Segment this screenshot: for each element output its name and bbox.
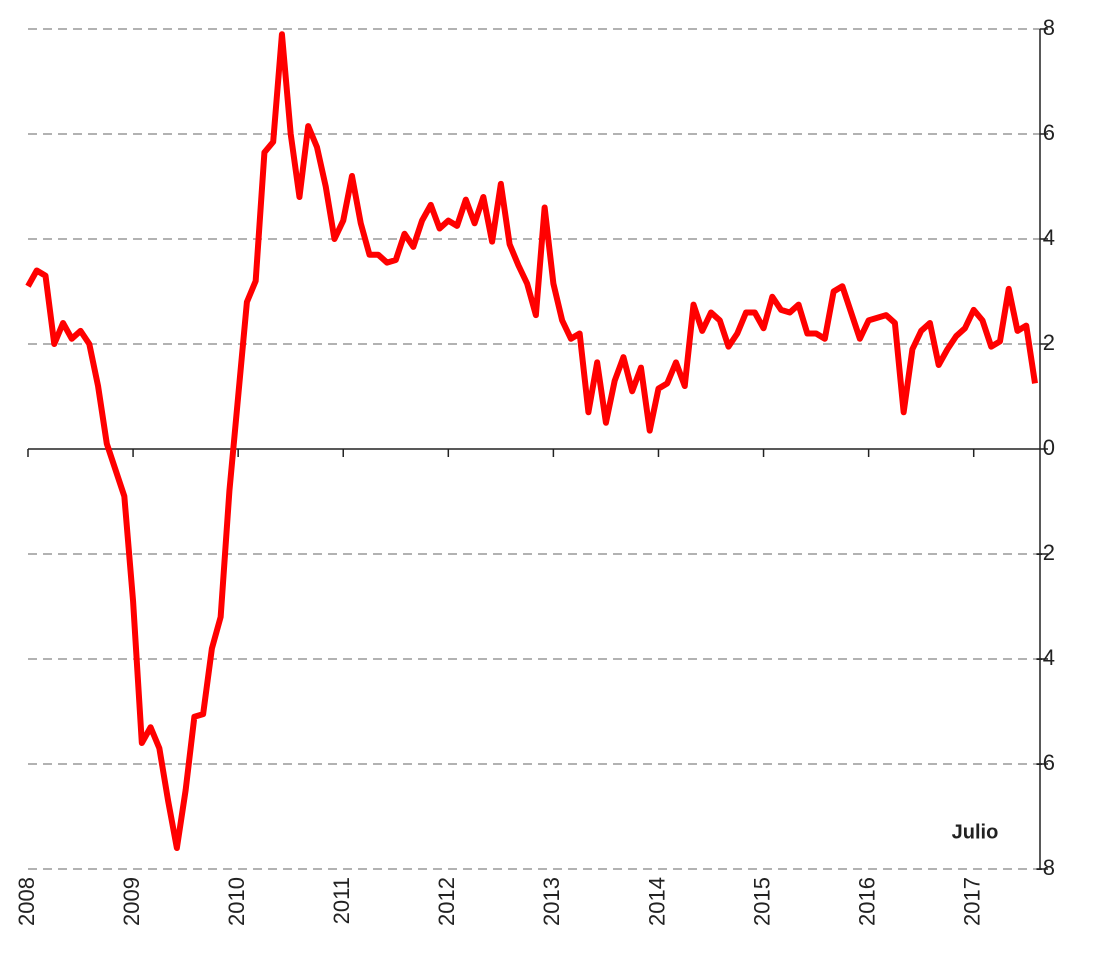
x-tick-label: 2009 bbox=[119, 877, 144, 926]
y-tick-label: 6 bbox=[1043, 120, 1055, 145]
x-tick-label: 2012 bbox=[434, 877, 459, 926]
x-tick-label: 2010 bbox=[224, 877, 249, 926]
x-tick-label: 2014 bbox=[644, 877, 669, 926]
y-tick-label: 4 bbox=[1043, 225, 1055, 250]
x-tick-label: 2015 bbox=[749, 877, 774, 926]
x-tick-label: 2013 bbox=[539, 877, 564, 926]
y-tick-label: -4 bbox=[1035, 645, 1055, 670]
y-tick-label: -8 bbox=[1035, 855, 1055, 880]
y-tick-label: 8 bbox=[1043, 15, 1055, 40]
x-tick-label: 2017 bbox=[960, 877, 985, 926]
annotation: Julio bbox=[952, 821, 999, 843]
y-tick-label: 2 bbox=[1043, 330, 1055, 355]
x-tick-label: 2008 bbox=[14, 877, 39, 926]
y-tick-label: -2 bbox=[1035, 540, 1055, 565]
y-tick-label: -6 bbox=[1035, 750, 1055, 775]
data-line bbox=[25, 31, 1038, 851]
x-tick-label: 2016 bbox=[854, 877, 879, 926]
y-tick-label: 0 bbox=[1043, 435, 1055, 460]
x-tick-label: 2011 bbox=[329, 877, 354, 924]
